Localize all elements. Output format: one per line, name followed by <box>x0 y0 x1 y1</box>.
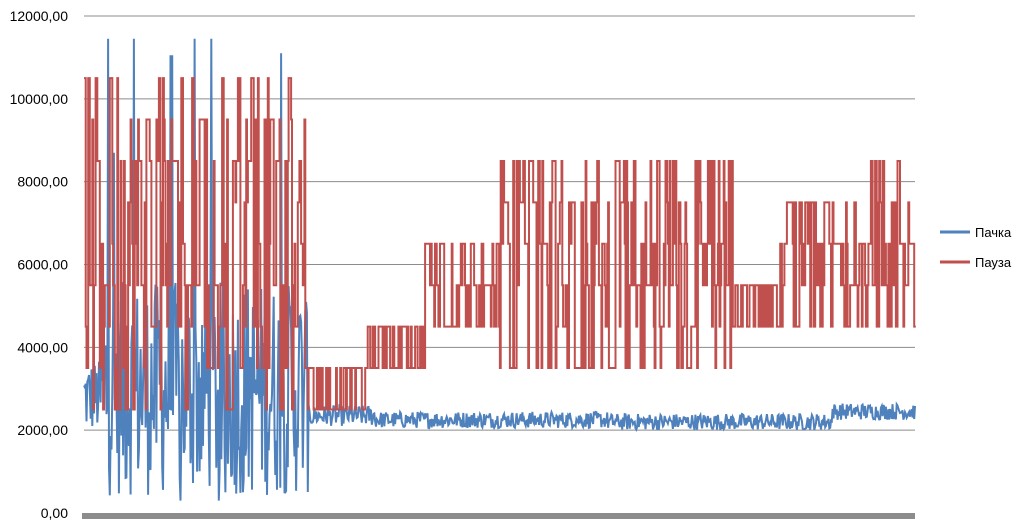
y-tick-label: 2000,00 <box>17 422 68 438</box>
y-tick-label: 4000,00 <box>17 339 68 355</box>
series-layer <box>83 38 916 501</box>
y-tick-label: 0,00 <box>41 505 68 521</box>
legend: Пачка Пауза <box>940 225 1012 270</box>
series-line-pauza <box>84 77 916 411</box>
y-axis-tick-labels: 0,00 2000,00 4000,00 6000,00 8000,00 10000,00… <box>10 8 69 521</box>
y-tick-label: 10000,00 <box>10 91 69 107</box>
legend-label: Пачка <box>975 225 1012 240</box>
legend-label: Пауза <box>975 255 1012 270</box>
y-tick-label: 8000,00 <box>17 174 68 190</box>
x-axis-band <box>82 513 915 519</box>
series-line-pachka <box>83 38 916 501</box>
y-tick-label: 12000,00 <box>10 8 69 24</box>
y-tick-label: 6000,00 <box>17 257 68 273</box>
